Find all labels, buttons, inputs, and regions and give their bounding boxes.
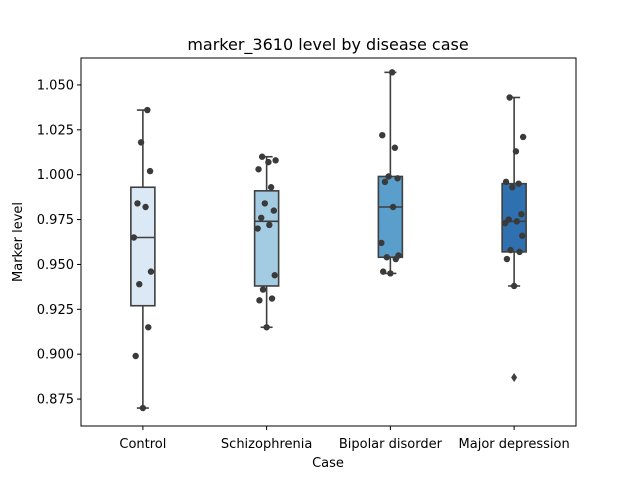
data-point <box>516 248 523 256</box>
y-axis-title: Marker level <box>11 202 26 282</box>
data-point <box>379 268 387 275</box>
iqr-box <box>501 182 527 253</box>
box-group <box>253 153 280 331</box>
data-point <box>263 324 270 331</box>
data-point <box>266 221 273 229</box>
y-tick-label: 0.925 <box>37 303 74 318</box>
y-tick-label: 1.025 <box>37 123 74 138</box>
data-point <box>378 239 385 247</box>
data-point <box>270 207 278 214</box>
y-tick-label: 1.050 <box>37 78 74 93</box>
data-point <box>259 286 267 293</box>
y-tick-label: 1.000 <box>37 168 74 183</box>
data-point <box>513 218 521 225</box>
data-point <box>139 404 147 412</box>
data-point <box>391 144 399 151</box>
data-point <box>383 254 390 261</box>
chart-title: marker_3610 level by disease case <box>187 35 468 55</box>
data-point <box>394 175 401 182</box>
data-point <box>272 157 279 164</box>
data-point <box>130 234 138 241</box>
x-tick-label: Schizophrenia <box>221 437 312 452</box>
data-point <box>510 282 518 290</box>
box-group <box>501 94 527 383</box>
data-point <box>147 268 155 275</box>
data-point <box>385 173 392 180</box>
data-point <box>267 184 275 191</box>
data-point <box>388 69 396 76</box>
data-point <box>395 252 402 259</box>
iqr-box <box>253 190 280 287</box>
plot-marks <box>130 69 527 412</box>
box-group <box>377 69 404 277</box>
plot-area-frame <box>80 57 577 427</box>
box-group <box>130 106 156 412</box>
data-point <box>134 200 141 207</box>
data-point <box>507 246 514 254</box>
y-tick-label: 0.950 <box>37 258 74 273</box>
data-point <box>515 180 522 187</box>
x-tick-label: Major depression <box>459 437 570 452</box>
data-point <box>518 210 525 218</box>
y-axis: 0.875 0.900 0.925 0.950 0.975 1.000 1.025 1.050 <box>37 78 81 408</box>
data-point <box>271 272 278 279</box>
x-tick-label: Control <box>119 437 166 452</box>
data-point <box>519 232 526 239</box>
data-point <box>265 158 272 166</box>
data-point <box>505 216 512 223</box>
data-point <box>142 203 149 211</box>
data-point <box>261 200 269 207</box>
outlier-marker <box>511 373 518 383</box>
data-point <box>256 297 263 304</box>
data-point <box>512 148 520 155</box>
data-point <box>503 255 511 263</box>
x-tick-label: Bipolar disorder <box>339 437 443 452</box>
data-point <box>136 280 143 288</box>
y-tick-label: 0.900 <box>37 348 74 363</box>
iqr-box <box>130 186 156 307</box>
data-point <box>509 184 516 191</box>
data-point <box>387 270 394 277</box>
x-axis: Control Schizophrenia Bipolar disorder Majo… <box>119 426 570 452</box>
y-tick-label: 0.875 <box>37 393 74 408</box>
data-point <box>258 153 266 160</box>
data-point <box>132 352 139 360</box>
y-tick-label: 0.975 <box>37 213 74 228</box>
x-axis-title: Case <box>312 456 344 471</box>
data-point <box>258 214 265 221</box>
data-point <box>255 166 262 173</box>
data-point <box>254 225 261 232</box>
data-point <box>268 295 276 302</box>
data-point <box>146 167 154 175</box>
data-point <box>519 133 527 141</box>
data-point <box>506 94 513 101</box>
data-point <box>502 178 510 186</box>
data-point <box>145 324 152 331</box>
data-point <box>379 131 386 139</box>
data-point <box>381 178 389 186</box>
data-point <box>389 203 397 211</box>
data-point <box>137 139 145 146</box>
data-point <box>144 106 151 114</box>
